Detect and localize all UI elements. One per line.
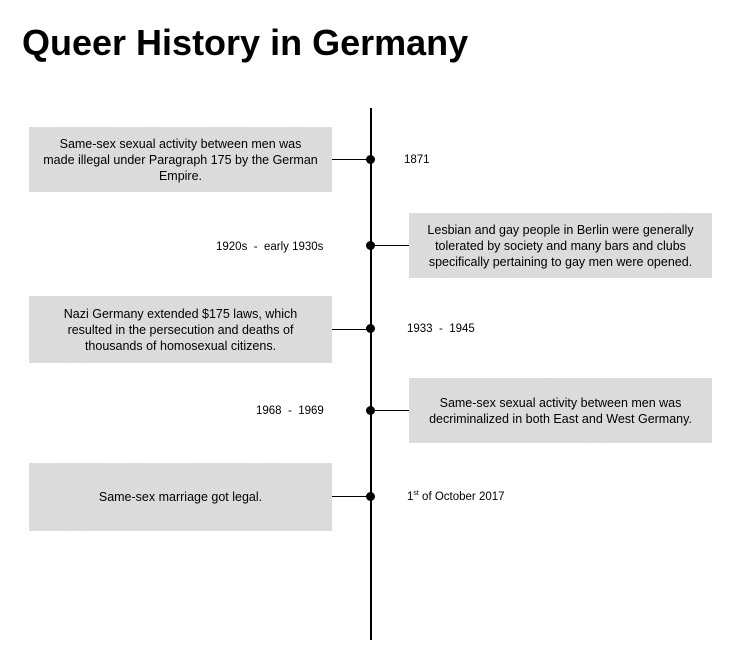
event-date-1968: 1968 - 1969 [256,405,324,417]
timeline-dot-1933 [366,324,375,333]
date-day: 1 [407,491,414,503]
connector-1871 [332,159,371,160]
event-box-1871: Same-sex sexual activity between men was… [29,127,332,192]
event-box-1920s: Lesbian and gay people in Berlin were ge… [409,213,712,278]
event-box-2017: Same-sex marriage got legal. [29,463,332,531]
event-date-1871: 1871 [404,154,430,166]
event-text: Same-sex marriage got legal. [98,490,263,504]
connector-1933 [332,329,371,330]
event-text: Nazi Germany extended $175 laws, which r… [63,306,298,353]
connector-1920s [371,245,409,246]
event-date-1933: 1933 - 1945 [407,323,475,335]
page-title: Queer History in Germany [22,22,469,63]
event-box-1968: Same-sex sexual activity between men was… [409,378,712,443]
date-ordinal-suffix: st [413,490,419,498]
event-text: Same-sex sexual activity between men was… [43,136,318,183]
event-date-2017: 1st of October 2017 [407,490,505,504]
timeline-axis [370,108,372,640]
event-text: Same-sex sexual activity between men was… [429,395,692,426]
timeline-dot-2017 [366,492,375,501]
timeline-dot-1871 [366,155,375,164]
event-date-1920s: 1920s - early 1930s [216,241,324,253]
event-box-1933: Nazi Germany extended $175 laws, which r… [29,296,332,363]
date-rest: of October 2017 [418,491,505,503]
connector-1968 [371,410,409,411]
timeline-dot-1920s [366,241,375,250]
event-text: Lesbian and gay people in Berlin were ge… [427,222,694,269]
connector-2017 [332,496,371,497]
timeline-dot-1968 [366,406,375,415]
